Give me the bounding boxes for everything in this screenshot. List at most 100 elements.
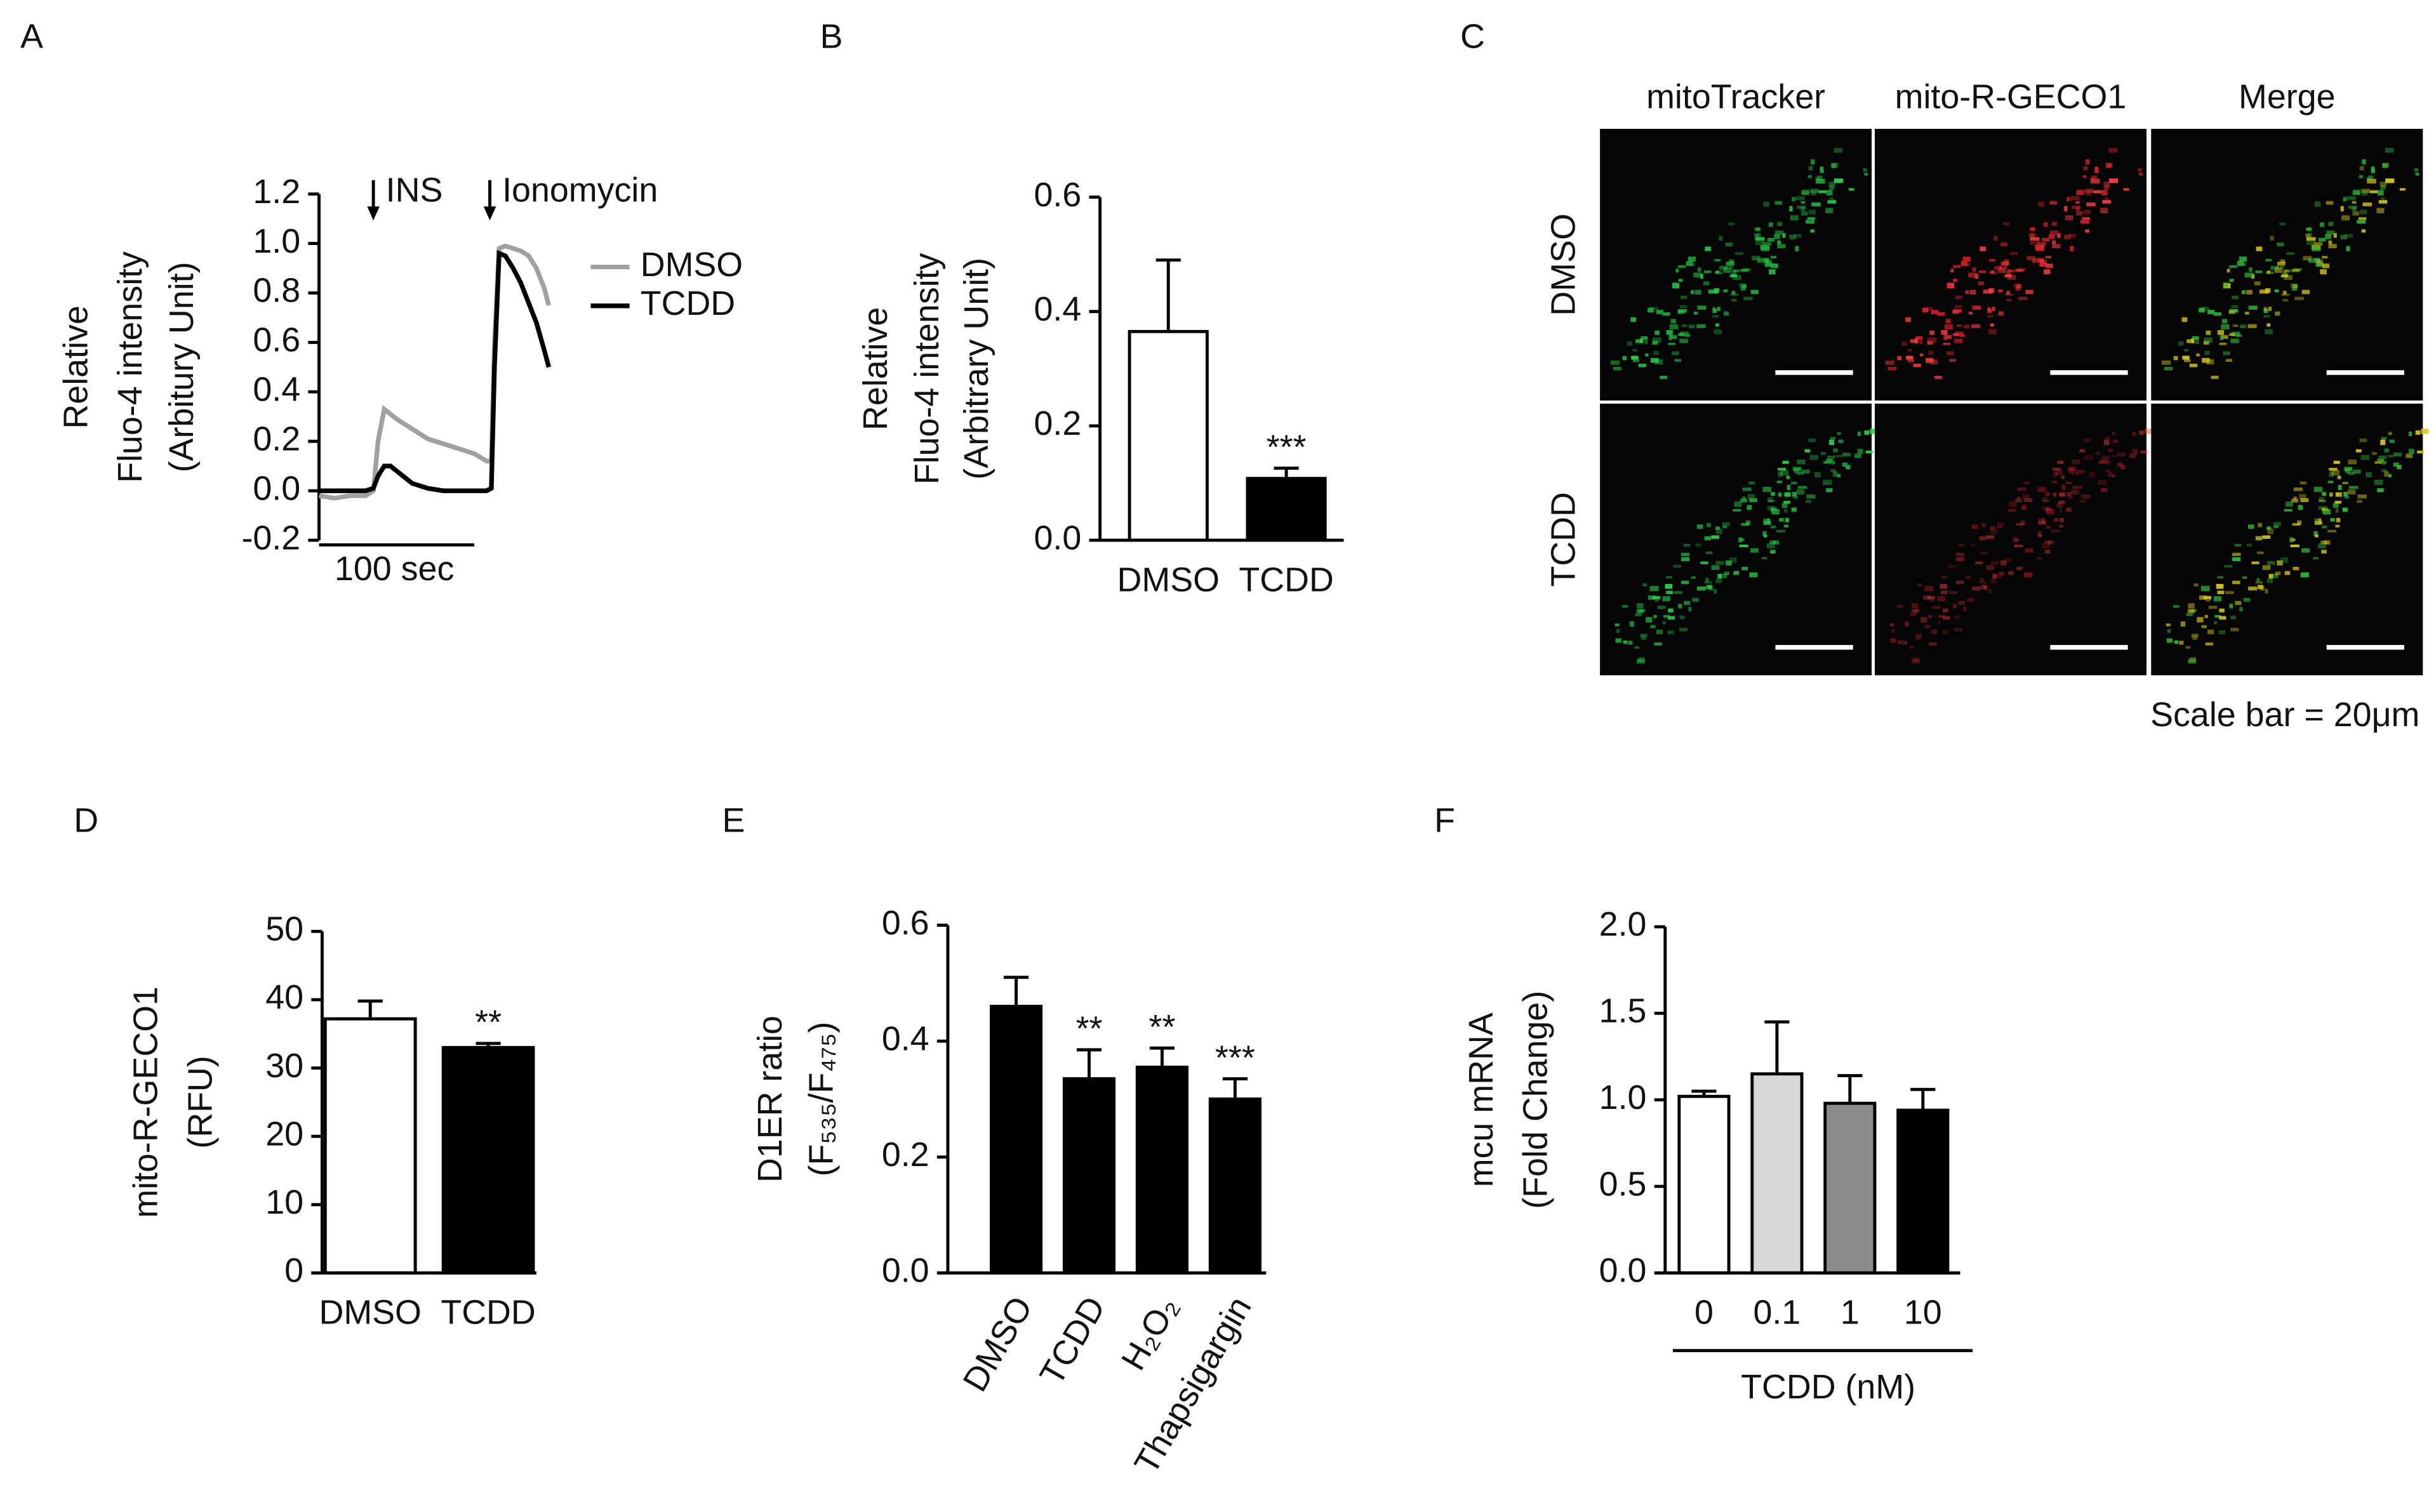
speckle <box>2071 489 2079 494</box>
speckle <box>2100 208 2108 214</box>
speckle <box>1637 603 1644 609</box>
speckle <box>2064 234 2071 240</box>
speckle <box>1967 598 1974 602</box>
speckle <box>1781 503 1788 508</box>
speckle <box>2228 310 2235 314</box>
speckle <box>1631 355 1639 360</box>
speckle <box>2265 588 2268 594</box>
speckle <box>1953 628 1962 632</box>
speckle <box>2129 453 2136 458</box>
speckle <box>1688 607 1692 612</box>
speckle <box>1920 353 1924 357</box>
speckle <box>2042 497 2048 502</box>
speckle <box>2166 638 2173 643</box>
speckle <box>1714 288 1720 293</box>
speckle <box>2076 189 2084 196</box>
speckle <box>2333 233 2337 238</box>
speckle <box>2327 529 2337 533</box>
speckle <box>2262 565 2271 570</box>
speckle <box>1999 571 2004 576</box>
speckle <box>1716 528 1722 534</box>
significance-label: ** <box>1149 1008 1176 1046</box>
speckle <box>1650 625 1656 628</box>
speckle <box>1827 200 1837 204</box>
speckle <box>1929 359 1938 365</box>
speckle <box>1715 526 1721 530</box>
speckle <box>2335 524 2340 527</box>
speckle <box>2113 439 2119 443</box>
speckle <box>2206 597 2211 602</box>
speckle <box>1807 175 1812 178</box>
speckle <box>1829 439 1835 446</box>
speckle <box>2070 196 2080 201</box>
speckle <box>1945 319 1951 324</box>
speckle <box>1928 614 1932 618</box>
speckle <box>2322 263 2330 269</box>
speckle <box>2300 481 2306 484</box>
speckle <box>2340 206 2344 211</box>
bar <box>1823 1101 1877 1275</box>
speckle <box>1616 628 1620 633</box>
speckle <box>1789 234 1796 240</box>
speckle <box>2360 209 2367 215</box>
micrograph <box>2151 403 2423 675</box>
speckle <box>1952 310 1959 314</box>
y-tick-label: 0.2 <box>253 420 300 458</box>
speckle <box>2274 267 2282 273</box>
speckle <box>1836 454 1843 458</box>
speckle <box>2038 519 2042 523</box>
speckle <box>1927 595 1935 600</box>
speckle <box>2065 215 2073 221</box>
speckle <box>1777 222 1783 226</box>
speckle <box>1795 196 1805 201</box>
speckle <box>2187 609 2195 614</box>
speckle <box>2103 182 2110 187</box>
speckle <box>2342 482 2348 484</box>
speckle <box>1966 576 1971 579</box>
speckle <box>1762 531 1767 536</box>
speckle <box>1705 246 1712 251</box>
speckle <box>2385 147 2394 153</box>
speckle <box>2322 509 2331 515</box>
speckle <box>2233 324 2239 328</box>
speckle <box>1662 596 1670 602</box>
speckle <box>1729 259 1734 263</box>
speckle <box>2246 289 2253 295</box>
speckle <box>2173 355 2178 361</box>
speckle <box>2049 230 2059 235</box>
speckle <box>2232 557 2241 562</box>
speckle <box>2231 305 2239 308</box>
speckle <box>1983 585 1988 591</box>
speckle <box>1810 189 1819 193</box>
speckle <box>2196 353 2200 357</box>
legend-label: DMSO <box>641 246 743 284</box>
speckle <box>1786 475 1790 479</box>
speckle <box>2024 572 2033 578</box>
speckle <box>2357 220 2366 224</box>
speckle <box>1723 289 1728 293</box>
speckle <box>1741 566 1748 571</box>
speckle <box>2218 630 2225 635</box>
speckle <box>2076 211 2083 216</box>
speckle <box>1722 522 1730 526</box>
speckle <box>2021 505 2027 510</box>
speckle <box>1971 324 1981 328</box>
speckle <box>1997 522 2005 526</box>
speckle <box>1963 324 1970 329</box>
speckle <box>1660 375 1668 379</box>
speckle <box>1811 202 1821 206</box>
speckle <box>2280 259 2286 263</box>
speckle <box>2319 237 2326 242</box>
speckle <box>1651 357 1659 363</box>
speckle <box>2006 298 2012 302</box>
speckle <box>1738 537 1743 543</box>
speckle <box>2191 338 2195 343</box>
speckle <box>1761 246 1770 251</box>
speckle <box>2268 574 2273 579</box>
panel-letter: E <box>722 801 745 839</box>
speckle <box>2348 460 2357 465</box>
speckle <box>1962 607 1967 612</box>
speckle <box>2366 472 2372 477</box>
speckle <box>1954 615 1960 620</box>
speckle <box>1679 615 1685 620</box>
